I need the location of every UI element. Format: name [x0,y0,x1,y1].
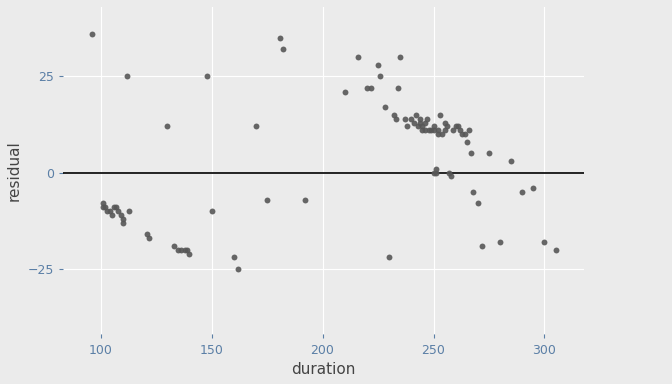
Point [455,127,466,133]
Point [452,123,463,129]
Point [179,247,190,253]
Point [442,123,452,129]
Point [169,243,179,249]
Point [373,62,384,68]
Point [517,189,528,195]
Point [115,212,126,218]
Point [430,166,441,172]
Point [184,250,195,257]
Point [417,127,428,133]
Point [395,54,406,60]
Point [122,73,132,79]
Point [437,131,448,137]
Point [495,239,505,245]
Point [175,247,186,253]
Point [423,127,434,133]
Point [444,170,454,176]
Point [99,204,110,210]
Point [439,127,450,133]
Point [428,127,439,133]
Point [550,247,561,253]
Point [462,139,472,145]
Point [415,116,425,122]
Point [362,85,372,91]
Point [142,231,153,237]
Point [109,204,120,210]
Point [104,208,115,214]
Point [228,254,239,260]
Point [353,54,364,60]
Point [413,123,423,129]
Point [375,73,386,79]
Point [428,123,439,129]
Point [106,212,117,218]
Point [401,123,412,129]
Point [202,73,212,79]
Point [457,131,468,137]
Point [408,119,419,126]
Point [399,116,410,122]
Point [388,112,399,118]
Point [459,131,470,137]
Point [415,119,425,126]
Point [468,189,479,195]
Point [421,116,432,122]
Point [472,200,483,207]
Point [406,116,417,122]
Point [339,89,350,95]
Point [124,208,135,214]
Point [102,208,113,214]
Point [419,127,430,133]
Point [464,127,474,133]
Point [528,185,539,191]
Point [173,247,183,253]
Point [477,243,488,249]
Point [392,85,403,91]
Point [439,119,450,126]
Point [206,208,217,214]
Point [118,220,128,226]
Point [366,85,377,91]
Point [379,104,390,110]
Point [448,127,459,133]
Point [430,170,441,176]
Point [450,123,461,129]
Point [275,35,286,41]
Point [182,247,193,253]
Point [87,31,97,37]
Point [300,197,310,203]
Point [435,112,446,118]
Point [97,204,108,210]
Point [446,174,457,180]
Point [433,131,444,137]
Point [111,204,122,210]
Point [162,123,173,129]
Point [113,208,124,214]
Point [384,254,394,260]
Point [390,116,401,122]
Point [426,127,437,133]
Point [278,46,288,52]
Point [97,200,108,207]
Point [417,123,428,129]
Point [433,127,444,133]
X-axis label: duration: duration [292,362,356,377]
Point [484,150,495,156]
Point [506,158,517,164]
Point [233,266,243,272]
Point [419,119,430,126]
Point [251,123,261,129]
Point [411,112,421,118]
Point [118,216,128,222]
Point [466,150,476,156]
Point [261,197,272,203]
Point [144,235,155,241]
Point [428,170,439,176]
Y-axis label: residual: residual [7,140,22,201]
Point [539,239,550,245]
